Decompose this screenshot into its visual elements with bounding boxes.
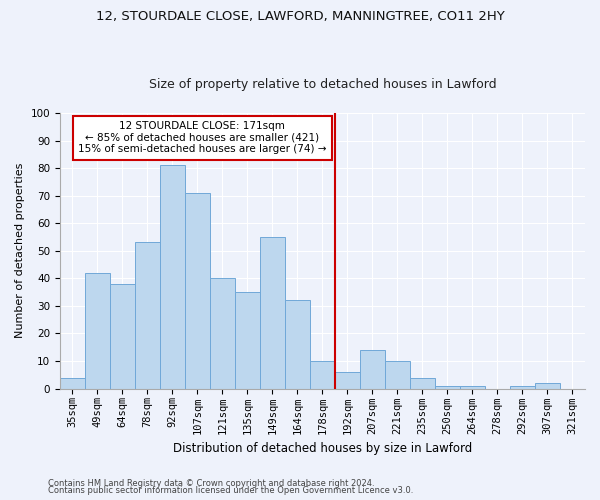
Bar <box>260 237 285 388</box>
Bar <box>285 300 310 388</box>
Bar <box>185 193 210 388</box>
Bar <box>385 361 410 388</box>
Bar <box>360 350 385 389</box>
Text: 12, STOURDALE CLOSE, LAWFORD, MANNINGTREE, CO11 2HY: 12, STOURDALE CLOSE, LAWFORD, MANNINGTRE… <box>95 10 505 23</box>
Y-axis label: Number of detached properties: Number of detached properties <box>15 163 25 338</box>
Bar <box>160 166 185 388</box>
Bar <box>85 273 110 388</box>
Bar <box>535 383 560 388</box>
Bar <box>110 284 135 389</box>
Text: Contains public sector information licensed under the Open Government Licence v3: Contains public sector information licen… <box>48 486 413 495</box>
Bar <box>335 372 360 388</box>
Bar <box>460 386 485 388</box>
Bar <box>135 242 160 388</box>
Bar <box>410 378 435 388</box>
Bar <box>510 386 535 388</box>
Bar <box>210 278 235 388</box>
Text: Contains HM Land Registry data © Crown copyright and database right 2024.: Contains HM Land Registry data © Crown c… <box>48 478 374 488</box>
Bar <box>310 361 335 388</box>
Bar <box>435 386 460 388</box>
Title: Size of property relative to detached houses in Lawford: Size of property relative to detached ho… <box>149 78 496 91</box>
Bar <box>60 378 85 388</box>
X-axis label: Distribution of detached houses by size in Lawford: Distribution of detached houses by size … <box>173 442 472 455</box>
Text: 12 STOURDALE CLOSE: 171sqm
← 85% of detached houses are smaller (421)
15% of sem: 12 STOURDALE CLOSE: 171sqm ← 85% of deta… <box>78 122 326 154</box>
Bar <box>235 292 260 388</box>
